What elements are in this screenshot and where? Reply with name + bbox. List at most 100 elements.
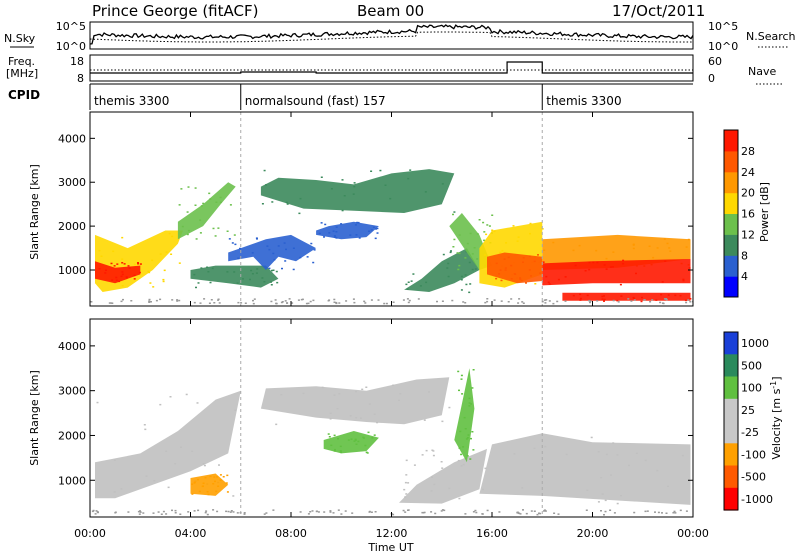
- speck: [601, 298, 604, 300]
- speck: [616, 299, 619, 302]
- speck: [226, 491, 229, 493]
- speck: [464, 302, 467, 304]
- speck: [217, 227, 220, 229]
- region-4: [454, 368, 475, 463]
- speck: [225, 482, 228, 484]
- speck: [461, 393, 464, 395]
- freq-left-tick-bottom: 8: [77, 72, 84, 85]
- speck: [350, 438, 353, 440]
- speck: [268, 267, 271, 270]
- speck: [423, 511, 426, 514]
- speck: [261, 277, 264, 279]
- speck: [113, 491, 116, 493]
- speck: [357, 221, 360, 224]
- speck: [337, 438, 339, 440]
- power-cb-swatch-6: [724, 150, 738, 173]
- speck: [656, 247, 659, 249]
- speck: [148, 271, 151, 274]
- speck: [239, 247, 241, 250]
- speck: [359, 417, 362, 419]
- speck: [274, 299, 277, 301]
- speck: [579, 297, 582, 300]
- speck: [268, 248, 271, 251]
- speck: [409, 169, 412, 171]
- speck: [234, 409, 237, 412]
- speck: [667, 485, 669, 488]
- speck: [162, 510, 165, 513]
- speck: [231, 242, 234, 244]
- speck: [209, 281, 212, 284]
- speck: [545, 275, 548, 278]
- speck: [368, 511, 371, 513]
- speck: [227, 510, 230, 513]
- speck: [333, 394, 336, 396]
- speck: [428, 391, 430, 393]
- speck: [392, 384, 395, 386]
- speck: [539, 272, 542, 274]
- speck: [536, 513, 539, 516]
- speck: [470, 403, 473, 405]
- speck: [291, 302, 294, 304]
- speck: [605, 268, 608, 270]
- power-ylabel: Slant Range [km]: [28, 164, 41, 260]
- power-colorbar-label: Power [dB]: [758, 182, 771, 242]
- speck: [339, 450, 342, 452]
- speck: [441, 183, 444, 185]
- speck: [525, 282, 527, 284]
- speck: [355, 443, 358, 445]
- speck: [685, 301, 688, 304]
- speck: [457, 268, 460, 271]
- speck: [275, 270, 278, 273]
- speck: [504, 267, 507, 269]
- speck: [335, 302, 338, 305]
- speck: [178, 299, 181, 302]
- speck: [148, 301, 151, 303]
- speck: [335, 231, 338, 233]
- speck: [557, 513, 560, 515]
- speck: [261, 203, 264, 205]
- speck: [543, 509, 546, 511]
- speck: [640, 300, 643, 303]
- region-4: [228, 234, 317, 270]
- speck: [159, 298, 162, 301]
- region-5: [260, 169, 455, 213]
- speck: [584, 270, 587, 272]
- speck: [194, 204, 197, 206]
- speck: [297, 299, 300, 301]
- speck: [421, 511, 424, 514]
- speck: [206, 513, 209, 516]
- speck: [585, 509, 588, 511]
- speck: [207, 493, 210, 496]
- speck: [162, 278, 165, 281]
- speck: [199, 302, 202, 304]
- speck: [652, 256, 655, 259]
- speck: [176, 300, 179, 302]
- speck: [483, 239, 486, 242]
- speck: [178, 262, 181, 264]
- freq-unit-label: [MHz]: [6, 67, 38, 80]
- speck: [210, 299, 213, 301]
- speck: [513, 453, 516, 455]
- speck: [470, 437, 472, 440]
- speck: [273, 258, 276, 261]
- speck: [216, 476, 219, 478]
- speck: [543, 510, 545, 512]
- speck: [522, 302, 525, 304]
- speck: [403, 488, 406, 491]
- speck: [529, 222, 532, 225]
- speck: [467, 434, 470, 436]
- speck: [318, 232, 321, 235]
- speck: [170, 253, 173, 255]
- speck: [283, 242, 286, 244]
- speck: [162, 280, 165, 283]
- speck: [344, 510, 347, 512]
- speck: [370, 299, 373, 301]
- velocity-colorbar-label: Velocity [m s-1]: [769, 376, 784, 459]
- speck: [302, 392, 305, 395]
- speck: [548, 283, 551, 285]
- xtick-label-4: 16:00: [476, 527, 508, 540]
- speck: [472, 369, 475, 371]
- speck: [419, 285, 422, 287]
- speck: [633, 297, 636, 300]
- speck: [449, 251, 452, 254]
